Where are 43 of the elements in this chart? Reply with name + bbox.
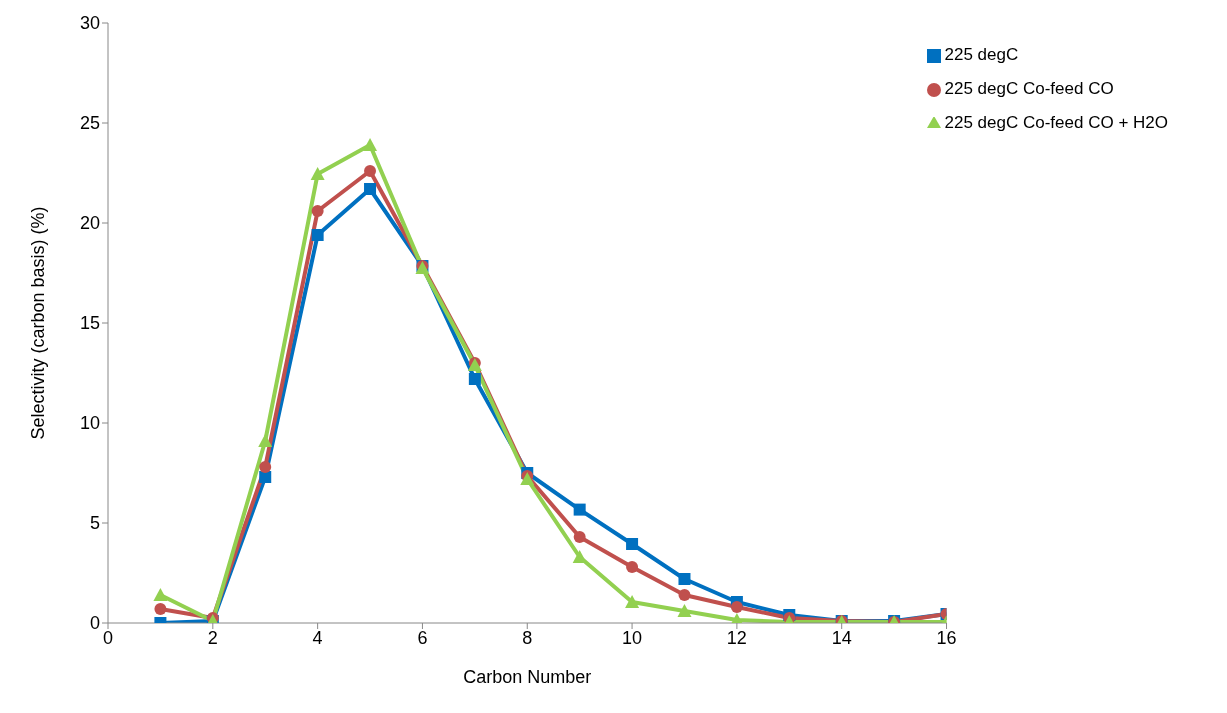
point [678,573,691,585]
y-tick-label: 20 [79,213,100,234]
point [678,589,691,601]
y-tick-label: 30 [79,13,100,34]
point [258,434,273,447]
point [573,531,586,543]
legend-label: 225 degC Co-feed CO [944,79,1114,98]
point [153,588,168,601]
point [626,561,639,573]
point [573,503,586,516]
x-tick-label: 4 [312,627,323,648]
point [468,373,481,385]
x-tick-label: 0 [102,627,114,648]
x-tick-label: 8 [522,627,533,648]
point [730,601,743,613]
x-tick-label: 14 [831,627,852,648]
legend-label: 225 degC Co-feed CO + H2O [944,113,1168,132]
x-tick-label: 12 [726,627,747,648]
legend-label: 225 degC [944,45,1019,64]
point [364,183,377,195]
point [677,604,692,617]
x-tick-label: 16 [936,627,957,648]
y-tick-label: 10 [79,413,100,434]
y-tick-label: 0 [89,613,100,634]
point [311,205,324,217]
x-tick-label: 10 [622,627,643,648]
y-tick-label: 15 [79,313,100,334]
point [311,229,324,241]
x-tick-label: 6 [417,627,428,648]
point [626,538,639,550]
point [572,550,587,563]
point [154,603,167,615]
y-tick-label: 5 [89,513,100,534]
x-axis-title: Carbon Number [463,667,592,687]
y-tick-label: 25 [79,113,100,134]
point [259,461,272,473]
point [625,595,640,608]
y-axis-title: Selectivity (carbon basis) (%) [28,206,49,440]
point [259,471,272,483]
point [310,167,325,180]
point [364,165,377,177]
x-tick-label: 2 [207,627,218,648]
point [363,138,378,151]
